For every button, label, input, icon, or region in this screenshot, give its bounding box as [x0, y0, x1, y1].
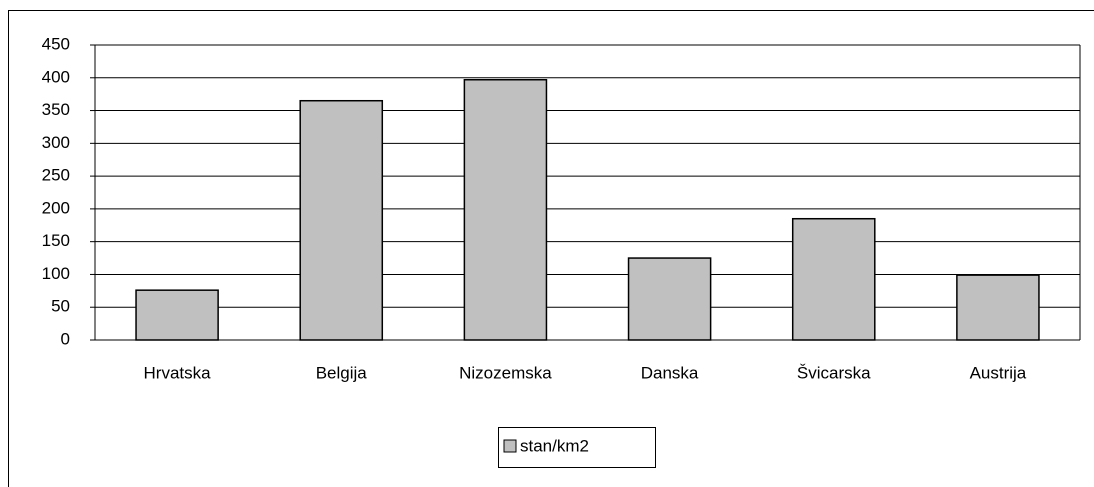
y-tick-label: 50: [51, 297, 70, 316]
bar: [463, 78, 548, 341]
y-tick-label: 400: [42, 67, 70, 86]
y-tick-label: 350: [42, 100, 70, 119]
x-tick-label: Hrvatska: [144, 363, 212, 382]
legend-swatch: [503, 439, 517, 453]
bar: [627, 257, 712, 341]
bar: [135, 289, 219, 341]
bar: [299, 99, 384, 341]
bar: [956, 274, 1040, 341]
y-tick-label: 450: [42, 34, 70, 53]
bar: [791, 217, 876, 341]
y-tick-label: 100: [42, 264, 70, 283]
y-tick-label: 150: [42, 231, 70, 250]
legend-label: stan/km2: [520, 436, 589, 455]
y-tick-label: 300: [42, 133, 70, 152]
legend-box: [498, 427, 656, 468]
x-tick-label: Austrija: [970, 363, 1027, 382]
y-tick-label: 250: [42, 166, 70, 185]
y-tick-label: 0: [61, 329, 70, 348]
chart-frame: [8, 10, 1094, 487]
y-tick-label: 200: [42, 198, 70, 217]
x-tick-label: Danska: [641, 363, 699, 382]
x-tick-label: Nizozemska: [459, 363, 552, 382]
x-tick-label: Švicarska: [797, 363, 871, 382]
x-tick-label: Belgija: [316, 363, 368, 382]
